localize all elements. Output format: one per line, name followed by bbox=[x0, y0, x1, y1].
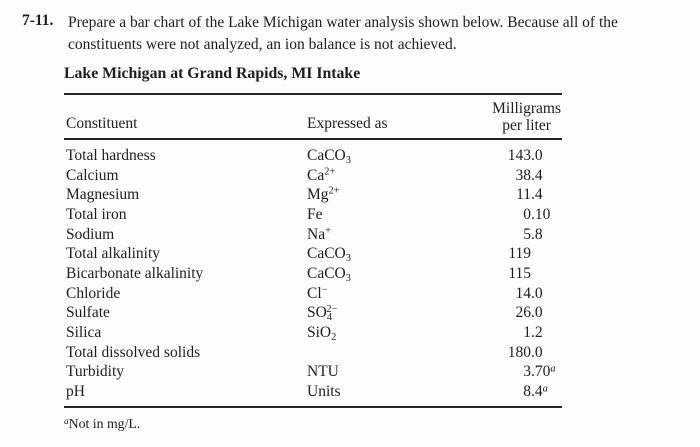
expressed-as-cell: Ca2+ bbox=[307, 166, 336, 184]
problem-statement: 7-11. Prepare a bar chart of the Lake Mi… bbox=[22, 12, 666, 55]
value-integer-part: 5 bbox=[523, 225, 531, 243]
value-integer-part: 11 bbox=[516, 186, 531, 204]
constituent-cell: Total iron bbox=[66, 205, 127, 223]
constituent-cell: Total hardness bbox=[66, 147, 156, 164]
constituent-cell: Sodium bbox=[66, 225, 115, 243]
value-cell: 119 bbox=[444, 244, 562, 264]
value-cell: 0.10 bbox=[444, 205, 562, 225]
expressed-as-cell: NTU bbox=[307, 363, 339, 381]
value-fraction-part: .0 bbox=[531, 343, 543, 361]
column-header-constituent: Constituent bbox=[66, 115, 138, 132]
value-footnote-marker: a bbox=[542, 383, 548, 395]
table-row: Magnesium Mg2+ 11.4 bbox=[64, 185, 562, 205]
expressed-as-cell: Cl− bbox=[307, 284, 328, 302]
column-header-expressed-as: Expressed as bbox=[307, 115, 388, 132]
value-cell: 180.0 bbox=[444, 343, 562, 363]
table-row: Sulfate SO42− 26.0 bbox=[64, 303, 562, 323]
value-integer-part: 14 bbox=[515, 284, 532, 302]
value-cell: 11.4 bbox=[444, 185, 562, 205]
table-header-rule bbox=[64, 138, 562, 140]
table-bottom-rule bbox=[64, 406, 562, 408]
table-row: Turbidity NTU 3.70a bbox=[64, 362, 562, 382]
constituent-cell: Sulfate bbox=[66, 304, 110, 322]
table-footnote: aNot in mg/L. bbox=[64, 416, 140, 432]
value-integer-part: 1 bbox=[523, 323, 531, 341]
constituent-cell: pH bbox=[66, 382, 85, 400]
table-row: Silica SiO2 1.2 bbox=[64, 323, 562, 343]
constituent-cell: Total alkalinity bbox=[66, 245, 161, 263]
value-integer-part: 8 bbox=[523, 382, 531, 400]
table-title: Lake Michigan at Grand Rapids, MI Intake bbox=[64, 65, 361, 82]
constituent-cell: Chloride bbox=[66, 284, 121, 302]
value-cell: 26.0 bbox=[444, 303, 562, 323]
value-integer-part: 0 bbox=[523, 205, 531, 223]
expressed-as-cell: Mg2+ bbox=[307, 185, 340, 204]
table-row: Total alkalinity CaCO3 119 bbox=[64, 244, 562, 264]
value-integer-part: 180 bbox=[507, 343, 531, 361]
expressed-as-cell: Fe bbox=[307, 205, 323, 223]
value-integer-part: 3 bbox=[523, 363, 531, 381]
value-integer-part: 38 bbox=[515, 166, 532, 184]
value-cell: 38.4 bbox=[444, 166, 562, 186]
expressed-as-cell: Na+ bbox=[307, 225, 331, 243]
constituent-cell: Calcium bbox=[66, 166, 119, 184]
problem-number: 7-11. bbox=[22, 12, 54, 29]
value-fraction-part: .4 bbox=[531, 166, 543, 184]
value-integer-part: 119 bbox=[508, 245, 531, 263]
constituent-cell: Turbidity bbox=[66, 363, 125, 381]
column-header-milligrams-per-liter: Milligrams per liter bbox=[492, 101, 561, 135]
value-fraction-part: .8 bbox=[531, 225, 543, 243]
problem-text: Prepare a bar chart of the Lake Michigan… bbox=[68, 14, 618, 53]
expressed-as-cell: SO42− bbox=[307, 303, 338, 324]
value-fraction-part: .10 bbox=[531, 205, 551, 223]
value-fraction-part: .4a bbox=[531, 382, 548, 400]
expressed-as-cell: CaCO3 bbox=[307, 264, 351, 284]
table-row: Chloride Cl− 14.0 bbox=[64, 284, 562, 304]
expressed-as-cell: Units bbox=[307, 382, 341, 400]
value-fraction-part: .2 bbox=[531, 323, 543, 341]
table-body: Total hardness CaCO3 143.0 Calcium Ca2+ … bbox=[64, 146, 562, 402]
footnote-marker: a bbox=[64, 415, 69, 426]
table-row: Sodium Na+ 5.8 bbox=[64, 225, 562, 245]
constituent-cell: Magnesium bbox=[66, 186, 140, 204]
table-row: Total iron Fe 0.10 bbox=[64, 205, 562, 225]
table-row: Bicarbonate alkalinity CaCO3 115 bbox=[64, 264, 562, 284]
value-footnote-marker: a bbox=[550, 363, 556, 375]
value-fraction-part: .0 bbox=[531, 284, 543, 302]
value-fraction-part: .4 bbox=[531, 186, 543, 204]
value-cell: 115 bbox=[444, 264, 562, 284]
expressed-as-cell: SiO2 bbox=[307, 323, 337, 343]
table-row: Calcium Ca2+ 38.4 bbox=[64, 166, 562, 186]
value-integer-part: 143 bbox=[507, 147, 531, 164]
value-cell: 5.8 bbox=[444, 225, 562, 245]
value-cell: 3.70a bbox=[444, 362, 562, 382]
value-cell: 8.4a bbox=[444, 382, 562, 402]
value-cell: 143.0 bbox=[444, 146, 562, 166]
table-row: Total hardness CaCO3 143.0 bbox=[64, 146, 562, 166]
value-fraction-part: .70a bbox=[531, 363, 556, 381]
constituent-cell: Bicarbonate alkalinity bbox=[66, 264, 204, 282]
constituent-cell: Silica bbox=[66, 323, 102, 341]
constituent-cell: Total dissolved solids bbox=[66, 343, 201, 361]
column-header-milligrams-line2: per liter bbox=[502, 117, 551, 135]
table-row: Total dissolved solids 180.0 bbox=[64, 343, 562, 363]
footnote-text: Not in mg/L. bbox=[68, 416, 141, 431]
expressed-as-cell: CaCO3 bbox=[307, 245, 351, 265]
value-integer-part: 115 bbox=[508, 264, 531, 282]
value-fraction-part: .0 bbox=[531, 147, 543, 164]
table-header-row: Constituent Expressed as Milligrams per … bbox=[64, 95, 562, 138]
table-top-rule bbox=[64, 93, 562, 95]
value-fraction-part: .0 bbox=[531, 304, 543, 322]
column-header-milligrams-line1: Milligrams bbox=[492, 100, 561, 118]
table-row: pH Units 8.4a bbox=[64, 382, 562, 402]
value-cell: 1.2 bbox=[444, 323, 562, 343]
value-integer-part: 26 bbox=[515, 304, 532, 322]
expressed-as-cell: CaCO3 bbox=[307, 147, 351, 166]
value-cell: 14.0 bbox=[444, 284, 562, 304]
